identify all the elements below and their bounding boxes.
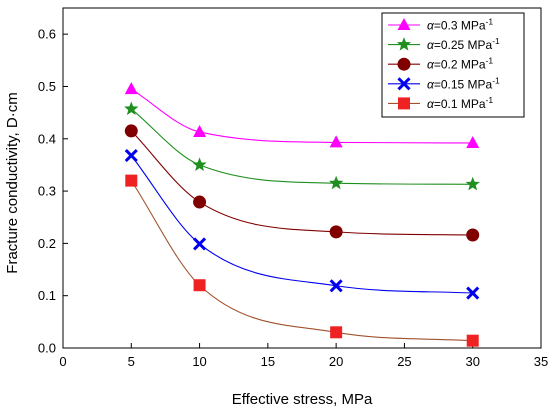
legend-marker: [398, 97, 410, 110]
legend-entry-label: α=0.2 MPa-1: [427, 56, 493, 72]
x-axis-label: Effective stress, MPa: [232, 391, 373, 408]
x-tick-label: 35: [534, 354, 548, 369]
series-curves: [130, 88, 473, 342]
marker-stroke: [193, 237, 207, 251]
x-tick-label: 0: [59, 354, 66, 369]
series-0-point: [193, 124, 207, 137]
y-tick-label: 0.0: [38, 341, 56, 356]
legend-entry-label: α=0.1 MPa-1: [427, 95, 493, 111]
series-1-point: [329, 175, 344, 190]
series-3-point: [466, 286, 480, 300]
y-axis-label: Fracture conductivity, D·cm: [4, 92, 21, 273]
series-1-curve: [130, 108, 473, 185]
x-tick-label: 25: [397, 354, 411, 369]
series-0-curve: [130, 88, 473, 144]
x-tick-label: 10: [192, 354, 206, 369]
series-2-point: [329, 225, 343, 239]
series-3-point: [329, 279, 343, 293]
series-4-point: [330, 326, 343, 339]
x-tick-label: 30: [465, 354, 479, 369]
series-3-point: [124, 148, 138, 163]
series-4-point: [466, 334, 479, 347]
axis-ticks: 0 5 10 15 20 25 30 35 0.0 0.1 0.2 0.3 0.4 0.5 0.6: [38, 27, 548, 369]
series-2-curve: [130, 130, 473, 236]
series-0-point: [466, 135, 480, 148]
x-tick-label: 15: [261, 354, 275, 369]
plot-frame: [62, 7, 542, 349]
series-3-point: [193, 237, 207, 251]
legend-marker: [397, 18, 411, 30]
legend-entry-label: α=0.25 MPa-1: [427, 36, 500, 52]
x-tick-label: 5: [128, 354, 135, 369]
y-tick-label: 0.3: [38, 184, 56, 199]
y-tick-label: 0.6: [38, 27, 56, 42]
series-1-point: [124, 101, 139, 116]
series-0-point: [329, 135, 343, 148]
legend-marker: [396, 37, 412, 51]
legend: α=0.3 MPa-1 α=0.25 MPa-1 α=0.2 MPa-1 α=0.15…: [381, 12, 525, 118]
series-4-point: [125, 174, 138, 187]
series-2-point: [193, 195, 207, 209]
legend-entry-label: α=0.3 MPa-1: [427, 17, 493, 33]
plot-area-border: [62, 7, 542, 349]
legend-entry-label: α=0.15 MPa-1: [427, 75, 500, 91]
series-0-point: [124, 82, 138, 95]
legend-marker: [397, 57, 411, 71]
y-tick-label: 0.4: [38, 131, 56, 146]
series-4-curve: [130, 180, 473, 342]
series-3-curve: [130, 155, 473, 294]
series-1-point: [192, 157, 207, 171]
series-4-point: [193, 279, 206, 292]
y-tick-label: 0.1: [38, 288, 56, 303]
marker-stroke: [466, 286, 480, 300]
series-2-point: [466, 228, 480, 242]
marker-stroke: [397, 77, 411, 91]
legend-marker: [397, 77, 411, 91]
series-2-point: [124, 124, 138, 138]
y-tick-label: 0.2: [38, 236, 56, 251]
series-1-point: [465, 176, 480, 191]
marker-stroke: [124, 148, 138, 163]
x-tick-label: 20: [329, 354, 343, 369]
series-markers: [124, 82, 480, 347]
y-tick-label: 0.5: [38, 79, 56, 94]
marker-stroke: [329, 279, 343, 293]
